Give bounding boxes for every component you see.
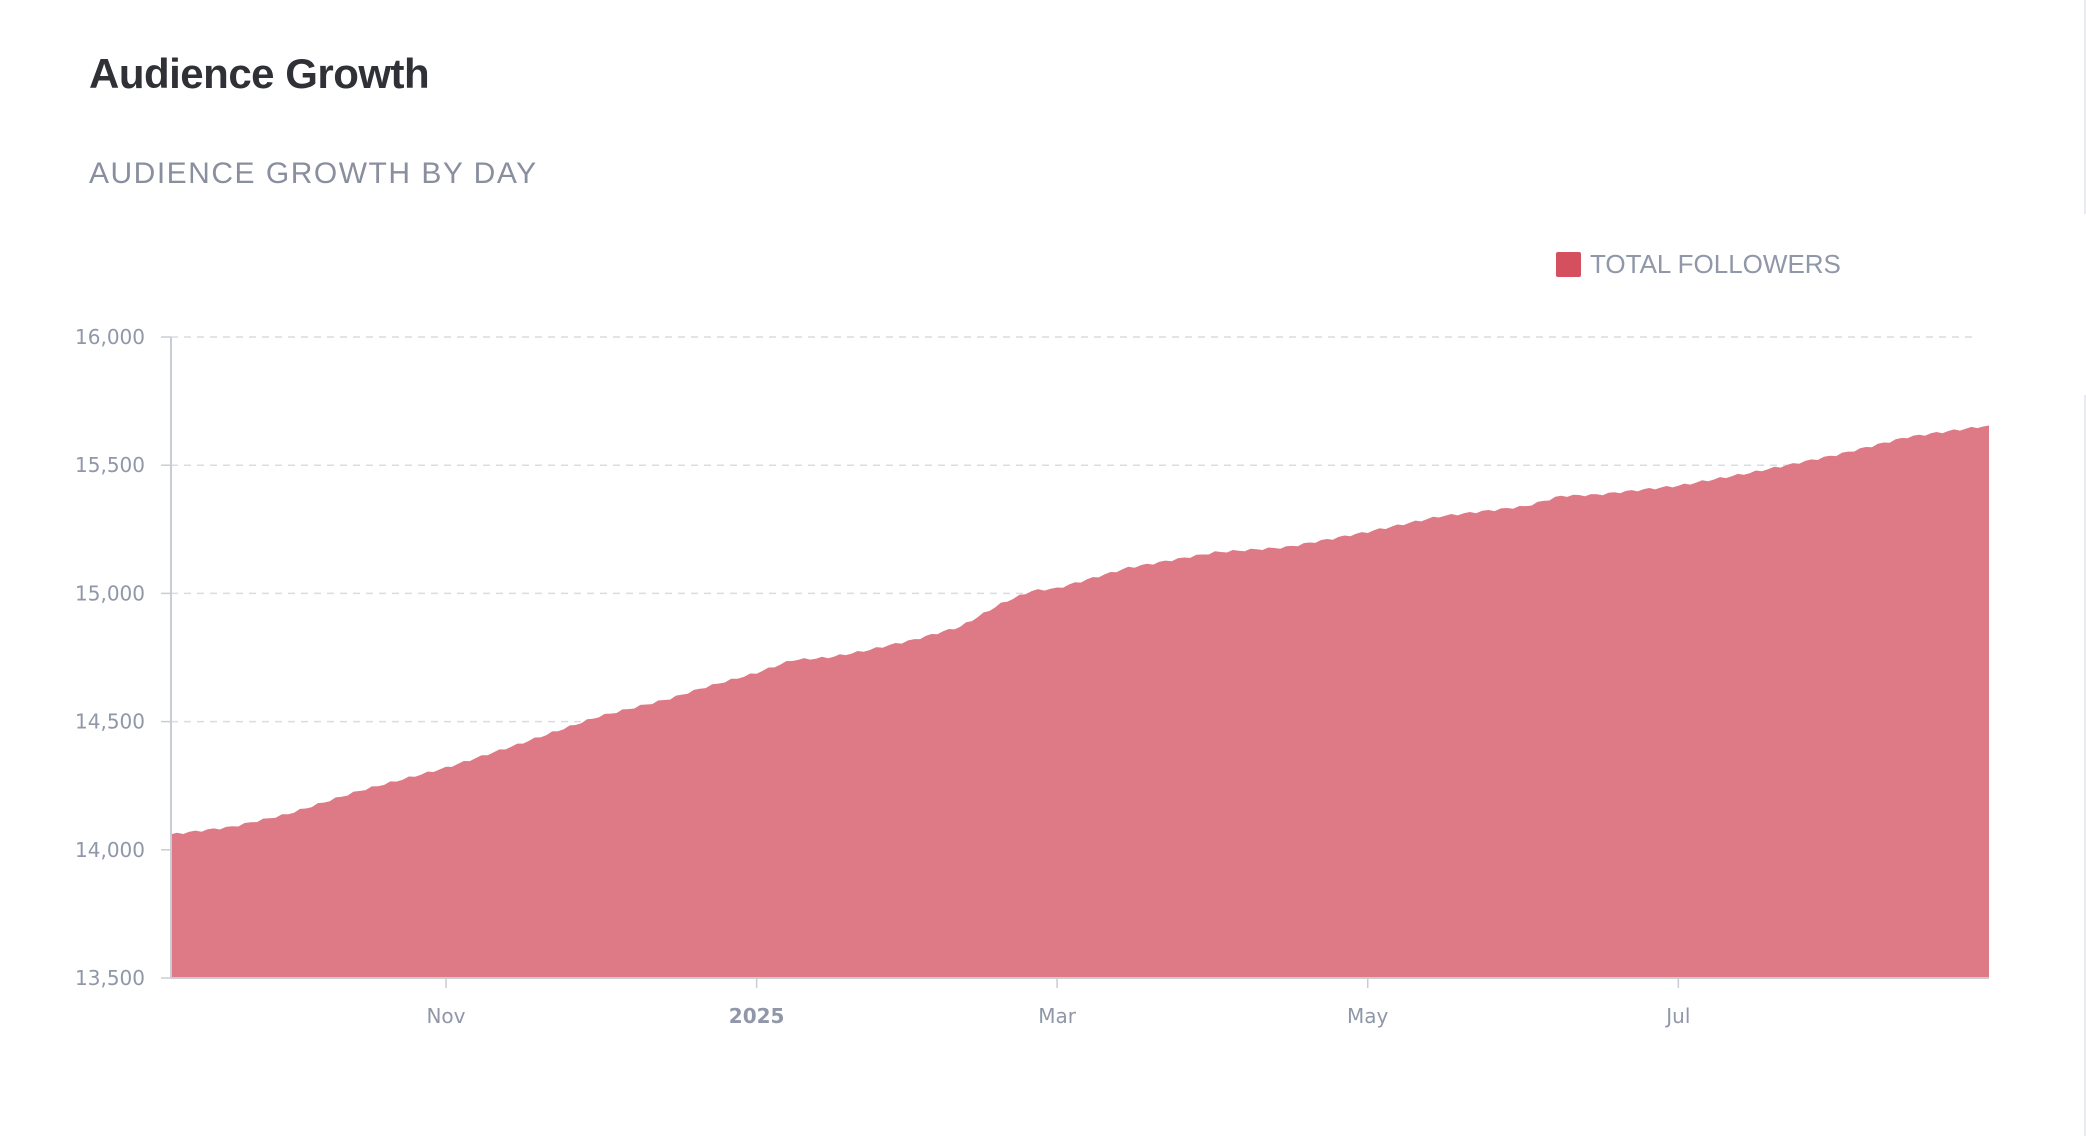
chart-legend[interactable]: TOTAL FOLLOWERS xyxy=(1556,249,1841,280)
y-tick-label: 16,000 xyxy=(75,325,145,349)
y-tick-label: 15,500 xyxy=(75,453,145,477)
y-axis-labels: 16,000 15,500 15,000 14,500 14,000 13,500 xyxy=(75,325,145,990)
x-tick-label: Mar xyxy=(1038,1004,1077,1028)
y-tick-label: 15,000 xyxy=(75,581,145,605)
page-title: Audience Growth xyxy=(89,50,430,97)
x-tick-label: May xyxy=(1347,1004,1389,1028)
x-tick-label: Nov xyxy=(426,1004,465,1028)
scrollbar-edge xyxy=(2084,0,2086,214)
scrollbar-edge xyxy=(2084,395,2086,1136)
chart-subtitle: AUDIENCE GROWTH BY DAY xyxy=(89,157,538,190)
y-tick-label: 14,000 xyxy=(75,838,145,862)
x-axis-labels: Nov 2025 Mar May Jul xyxy=(426,1004,1690,1028)
chart-axes xyxy=(161,336,1989,988)
y-tick-label: 13,500 xyxy=(75,966,145,990)
x-tick-label: Jul xyxy=(1664,1004,1690,1028)
x-tick-label: 2025 xyxy=(729,1004,785,1028)
area-series xyxy=(171,425,1989,978)
series-area-total-followers xyxy=(171,425,1989,978)
legend-swatch xyxy=(1556,252,1581,277)
legend-label-total-followers: TOTAL FOLLOWERS xyxy=(1590,249,1841,279)
y-tick-label: 14,500 xyxy=(75,710,145,734)
